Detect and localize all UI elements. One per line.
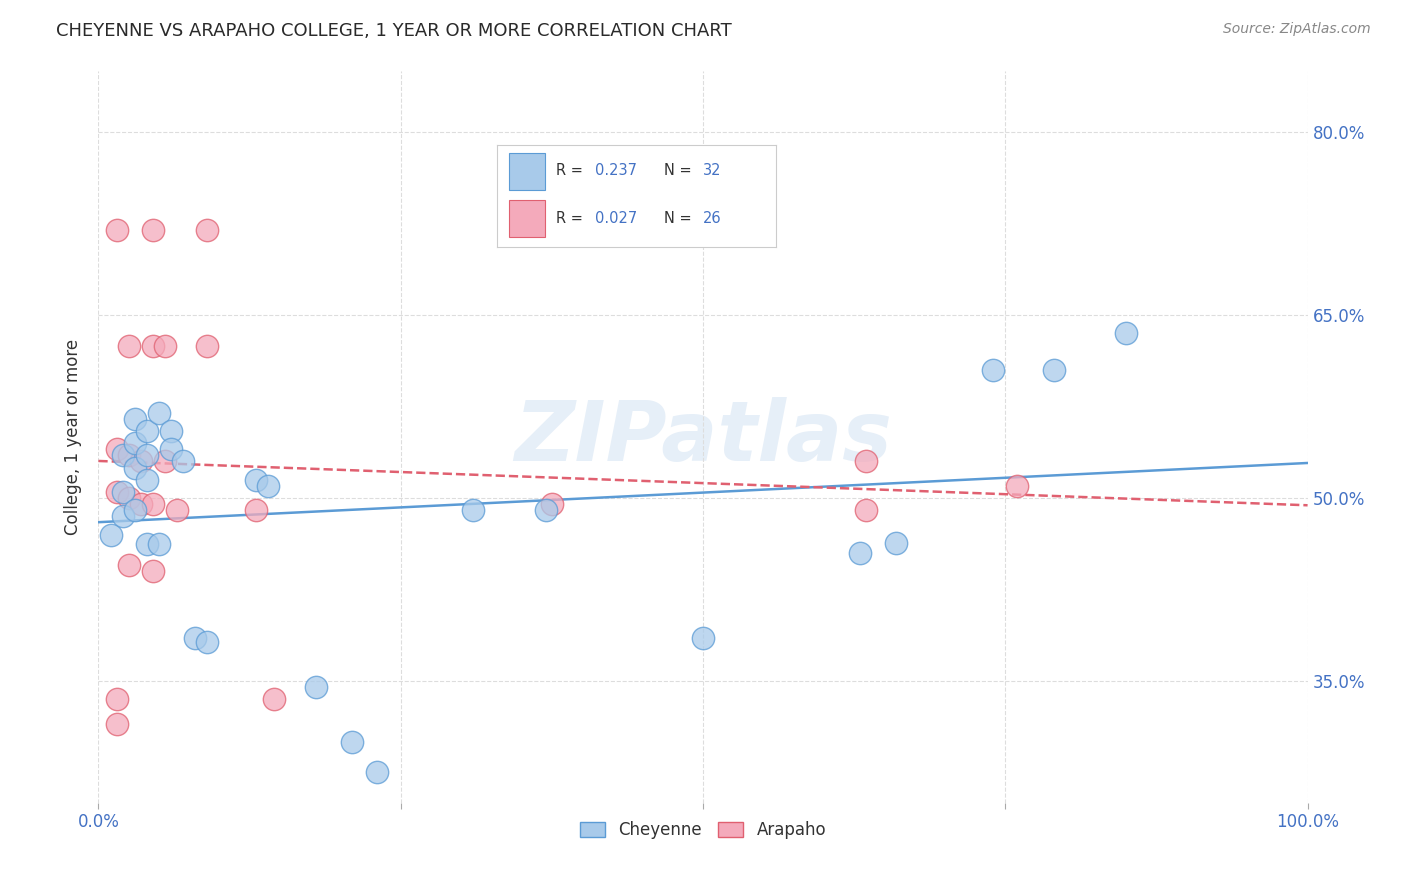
Point [124, 460, 146, 475]
Point [245, 503, 267, 517]
Point [142, 564, 165, 578]
Point [153, 338, 176, 352]
Point [135, 448, 157, 462]
Text: CHEYENNE VS ARAPAHO COLLEGE, 1 YEAR OR MORE CORRELATION CHART: CHEYENNE VS ARAPAHO COLLEGE, 1 YEAR OR M… [56, 22, 733, 40]
Point [148, 537, 170, 551]
Point [305, 680, 328, 694]
Text: ZIPatlas: ZIPatlas [515, 397, 891, 477]
Point [166, 503, 188, 517]
Point [111, 509, 134, 524]
Point [195, 338, 218, 352]
Point [534, 503, 557, 517]
Legend: Cheyenne, Arapaho: Cheyenne, Arapaho [574, 814, 832, 846]
Point [1007, 479, 1029, 493]
Point [148, 406, 170, 420]
Point [342, 735, 364, 749]
Point [886, 536, 908, 550]
Point [100, 527, 122, 541]
Point [1042, 363, 1064, 377]
Point [463, 503, 485, 517]
Point [105, 485, 128, 500]
Point [105, 223, 128, 237]
Point [855, 503, 877, 517]
Point [111, 485, 134, 500]
Point [135, 473, 157, 487]
Point [692, 632, 714, 646]
Point [118, 448, 141, 462]
Point [124, 436, 146, 450]
Point [135, 424, 157, 438]
Point [118, 338, 141, 352]
Point [142, 497, 165, 511]
Point [540, 497, 562, 511]
Point [124, 503, 146, 517]
Point [118, 558, 141, 573]
Point [981, 363, 1004, 377]
Point [135, 537, 157, 551]
Point [1115, 326, 1137, 341]
Point [160, 424, 183, 438]
Point [105, 442, 128, 457]
Point [105, 716, 128, 731]
Point [160, 442, 183, 457]
Point [849, 546, 872, 560]
Point [184, 632, 207, 646]
Point [245, 473, 267, 487]
Point [129, 454, 152, 468]
Y-axis label: College, 1 year or more: College, 1 year or more [65, 339, 83, 535]
Point [195, 635, 218, 649]
Point [263, 692, 285, 706]
Point [118, 491, 141, 505]
Point [855, 454, 877, 468]
Point [111, 448, 134, 462]
Point [153, 454, 176, 468]
Point [142, 223, 165, 237]
Point [256, 479, 278, 493]
Point [129, 497, 152, 511]
Point [105, 692, 128, 706]
Point [142, 338, 165, 352]
Text: Source: ZipAtlas.com: Source: ZipAtlas.com [1223, 22, 1371, 37]
Point [172, 454, 194, 468]
Point [124, 412, 146, 426]
Point [366, 765, 388, 780]
Point [195, 223, 218, 237]
